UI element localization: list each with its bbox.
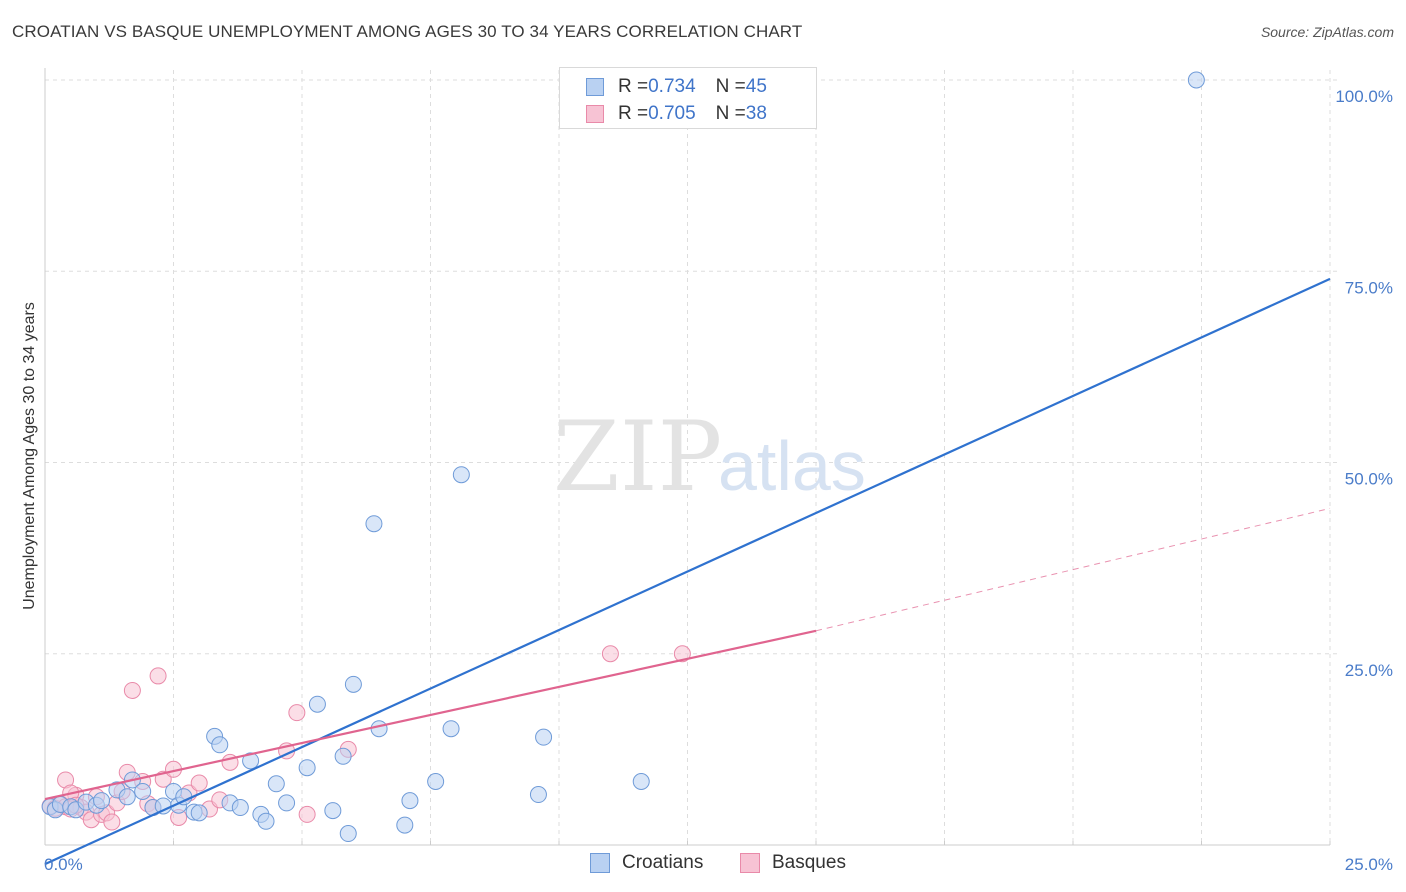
data-point — [673, 645, 691, 663]
data-point — [529, 786, 547, 804]
series-legend: Croatians Basques — [0, 852, 1406, 878]
data-point — [298, 805, 316, 823]
y-tick-label: 75.0% — [1345, 278, 1393, 297]
legend-n-label: N = — [715, 76, 746, 97]
basques-trend-extension — [815, 507, 1331, 632]
trend-lines — [44, 277, 1331, 866]
data-point — [211, 736, 229, 754]
data-point — [288, 704, 306, 722]
legend-r-value: 0.734 — [648, 76, 696, 97]
legend-r-value: 0.705 — [648, 103, 696, 124]
legend-n-value: 38 — [745, 103, 767, 124]
data-point — [267, 775, 285, 793]
axes — [44, 68, 1331, 846]
data-point — [365, 515, 383, 533]
legend-r-label: R = — [618, 103, 649, 124]
data-point — [339, 825, 357, 843]
y-tick-label: 50.0% — [1345, 470, 1393, 489]
croatians-trend-line — [44, 277, 1331, 866]
data-point — [324, 802, 342, 820]
data-point — [154, 797, 172, 815]
croatians-points — [41, 71, 1205, 843]
data-point — [452, 466, 470, 484]
data-point — [396, 816, 414, 834]
croatians-swatch — [586, 78, 604, 96]
chart-title: CROATIAN VS BASQUE UNEMPLOYMENT AMONG AG… — [12, 22, 803, 41]
tick-labels: 100.0% 75.0% 50.0% 25.0% 0.0% 25.0% — [44, 87, 1393, 874]
grid-lines — [45, 70, 1340, 845]
data-point — [190, 774, 208, 792]
croatians-legend-swatch — [590, 853, 610, 873]
data-point — [103, 813, 121, 831]
data-point — [93, 792, 111, 810]
data-point — [370, 720, 388, 738]
data-point — [123, 681, 141, 699]
basques-legend-label: Basques — [772, 852, 846, 873]
data-point — [298, 759, 316, 777]
y-tick-label: 100.0% — [1335, 87, 1393, 106]
legend-row-croatians: R = 0.734 N = 45 — [586, 76, 767, 98]
watermark-atlas: atlas — [718, 427, 866, 505]
legend-n-value: 45 — [745, 76, 767, 97]
watermark: ZIP atlas — [553, 401, 866, 513]
data-point — [401, 792, 419, 810]
legend-r-label: R = — [618, 76, 649, 97]
legend-row-basques: R = 0.705 N = 38 — [586, 103, 767, 125]
legend-item-basques[interactable]: Basques — [740, 852, 846, 874]
data-point — [118, 788, 136, 806]
data-point — [134, 782, 152, 800]
data-point — [278, 794, 296, 812]
data-point — [601, 645, 619, 663]
data-point — [231, 799, 249, 817]
data-point — [242, 752, 260, 770]
data-point — [190, 804, 208, 822]
source-label: Source: ZipAtlas.com — [1260, 24, 1394, 40]
x-tick-label: 25.0% — [1345, 855, 1393, 874]
croatians-legend-label: Croatians — [622, 852, 704, 873]
y-axis-title: Unemployment Among Ages 30 to 34 years — [21, 302, 38, 610]
watermark-zip: ZIP — [553, 401, 722, 513]
stats-legend: R = 0.734 N = 45 R = 0.705 N = 38 — [559, 67, 817, 129]
data-point — [257, 812, 275, 830]
data-point — [308, 695, 326, 713]
data-point — [334, 747, 352, 765]
data-point — [149, 667, 167, 685]
x-tick-label: 0.0% — [44, 855, 83, 874]
data-point — [632, 773, 650, 791]
basques-trend-line — [44, 629, 817, 801]
basques-points — [41, 645, 691, 831]
basques-legend-swatch — [740, 853, 760, 873]
y-tick-label: 25.0% — [1345, 661, 1393, 680]
data-point — [344, 675, 362, 693]
legend-n-label: N = — [715, 103, 746, 124]
legend-item-croatians[interactable]: Croatians — [590, 852, 703, 874]
data-point — [535, 728, 553, 746]
basques-swatch — [586, 105, 604, 123]
data-point — [442, 720, 460, 738]
data-point — [1187, 71, 1205, 89]
data-point — [427, 773, 445, 791]
